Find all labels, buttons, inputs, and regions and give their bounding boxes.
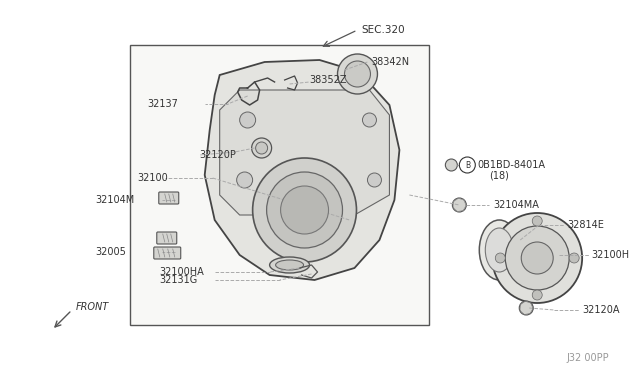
Circle shape [267,172,342,248]
Circle shape [367,173,381,187]
Circle shape [519,301,533,315]
Text: 32005: 32005 [95,247,125,257]
Text: (18): (18) [490,170,509,180]
Text: B: B [465,160,470,170]
Circle shape [344,61,371,87]
Circle shape [505,226,569,290]
Circle shape [521,242,553,274]
Circle shape [362,113,376,127]
Text: 32104M: 32104M [95,195,134,205]
Circle shape [237,172,253,188]
Ellipse shape [269,257,310,273]
Text: 32120A: 32120A [582,305,620,315]
Text: SEC.320: SEC.320 [362,25,405,35]
Circle shape [337,54,378,94]
Text: 38352Z: 38352Z [310,75,347,85]
Text: 32100H: 32100H [591,250,629,260]
Text: 32100: 32100 [138,173,168,183]
FancyBboxPatch shape [159,192,179,204]
Ellipse shape [479,220,519,280]
Circle shape [445,159,458,171]
Ellipse shape [485,228,513,272]
Circle shape [492,213,582,303]
Text: 0B1BD-8401A: 0B1BD-8401A [477,160,545,170]
Circle shape [532,216,542,226]
Bar [130,45,429,325]
Circle shape [252,138,271,158]
Circle shape [280,186,328,234]
FancyBboxPatch shape [154,247,180,259]
Text: 32137: 32137 [148,99,179,109]
Text: FRONT: FRONT [76,302,109,312]
Text: 38342N: 38342N [371,57,410,67]
Circle shape [569,253,579,263]
Ellipse shape [276,260,303,270]
Polygon shape [220,90,389,215]
Circle shape [253,158,356,262]
Text: 32131G: 32131G [160,275,198,285]
Circle shape [495,253,505,263]
Text: J32 00PP: J32 00PP [566,353,609,363]
Circle shape [255,142,268,154]
Circle shape [532,290,542,300]
Text: 32104MA: 32104MA [493,200,539,210]
FancyBboxPatch shape [157,232,177,244]
Circle shape [460,157,476,173]
Circle shape [452,198,467,212]
Circle shape [239,112,255,128]
Text: 32100HA: 32100HA [160,267,205,277]
Text: 32120P: 32120P [200,150,237,160]
Text: 32814E: 32814E [567,220,604,230]
Polygon shape [205,60,399,280]
